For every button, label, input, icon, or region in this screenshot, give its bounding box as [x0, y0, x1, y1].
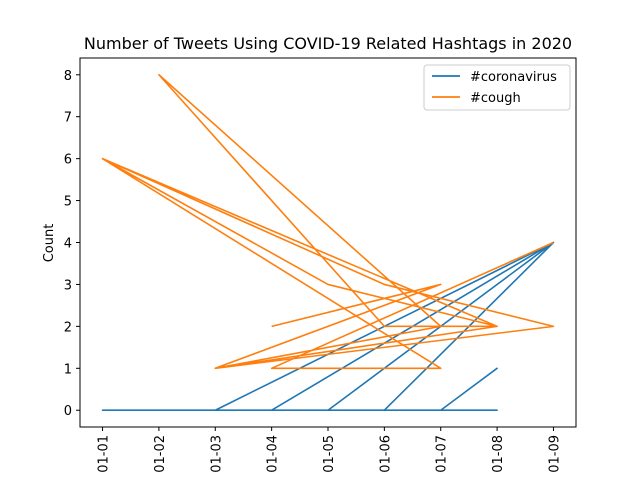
series-line-coronavirus: [101, 241, 555, 412]
x-tick-label: 01-02: [153, 435, 168, 473]
x-tick-label: 01-03: [209, 435, 224, 473]
y-tick-label: 6: [64, 153, 72, 168]
plot-lines: [101, 73, 555, 412]
y-tick-label: 7: [64, 111, 72, 126]
x-axis: 01-01 01-02 01-03 01-04 01-05 01-06 01-07 01-08…: [97, 427, 562, 473]
legend-label-cough: #cough: [470, 91, 521, 106]
legend: #coronavirus #cough: [423, 64, 571, 111]
x-tick-label: 01-08: [491, 435, 506, 473]
legend-box: [423, 64, 571, 111]
y-tick-label: 1: [64, 362, 72, 377]
x-tick-label: 01-04: [266, 435, 281, 473]
x-tick-label: 01-06: [378, 435, 393, 473]
y-tick-label: 5: [64, 195, 72, 210]
y-tick-label: 3: [64, 278, 72, 293]
x-tick-label: 01-09: [547, 435, 562, 473]
y-tick-label: 2: [64, 320, 72, 335]
y-axis-label: Count: [42, 224, 57, 263]
legend-label-coronavirus: #coronavirus: [470, 70, 557, 85]
x-tick-label: 01-05: [322, 435, 337, 473]
chart-title: Number of Tweets Using COVID-19 Related …: [84, 34, 572, 53]
y-tick-label: 8: [64, 69, 72, 84]
y-tick-label: 4: [64, 237, 72, 252]
y-axis: 0 1 2 3 4 5 6 7 8: [64, 69, 80, 419]
x-tick-label: 01-07: [435, 435, 450, 473]
axes-frame: [79, 57, 577, 428]
series-line-cough: [101, 73, 555, 370]
y-tick-label: 0: [64, 404, 72, 419]
x-tick-label: 01-01: [97, 435, 112, 473]
